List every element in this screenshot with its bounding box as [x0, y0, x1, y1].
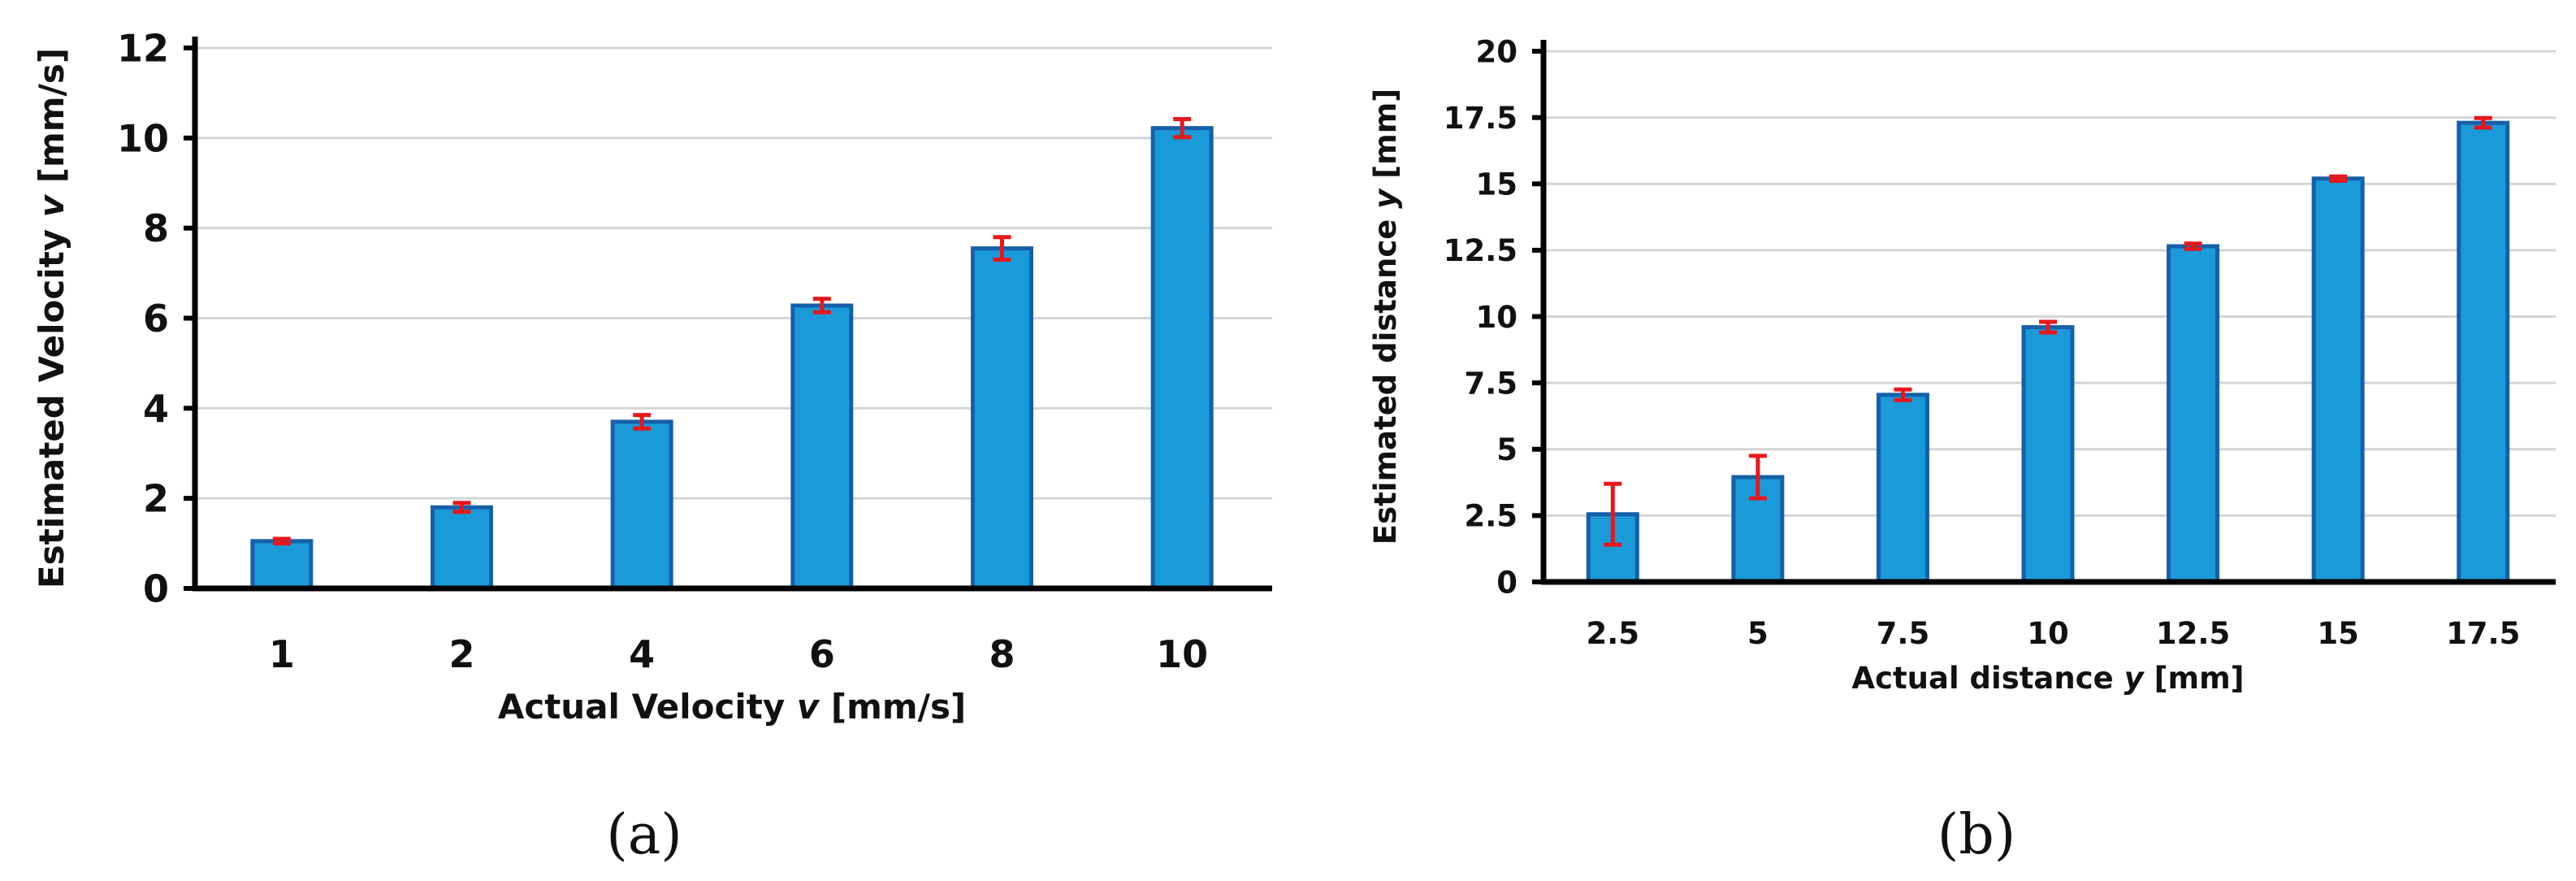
y-tick-label: 0 — [1496, 565, 1517, 600]
y-tick-label: 6 — [143, 297, 169, 341]
bar — [971, 246, 1033, 591]
error-bar — [2474, 115, 2492, 130]
y-tick-label: 10 — [1476, 300, 1518, 335]
y-tick-label: 2.5 — [1464, 499, 1517, 534]
error-bar — [2184, 241, 2202, 251]
bar — [1876, 393, 1929, 584]
error-bar — [633, 413, 652, 431]
x-axis-label: Actual distance y [mm] — [1851, 661, 2244, 696]
y-tick-label: 12.5 — [1444, 233, 1517, 268]
bar — [250, 539, 314, 591]
y-tick-label: 2 — [143, 477, 169, 521]
y-tick-label: 4 — [143, 387, 169, 431]
x-tick-label: 1 — [269, 632, 295, 676]
error-bar — [1173, 117, 1192, 140]
y-tick-label: 10 — [117, 116, 169, 160]
bar — [1150, 126, 1214, 591]
y-tick-label: 15 — [1476, 167, 1518, 202]
error-bar — [272, 536, 291, 546]
chart-panel-b: 0 2.5 5 7.5 10 12.5 15 17.5 20 2.5 5 7.5 10 12.5 15 17.… — [1368, 34, 2556, 867]
y-tick-label: 8 — [143, 206, 169, 250]
x-tick-label: 10 — [2027, 616, 2069, 651]
bar — [431, 505, 493, 591]
x-tick-label: 17.5 — [2446, 616, 2520, 651]
bar — [2167, 244, 2220, 584]
y-tick-label: 12 — [117, 27, 169, 71]
error-bar — [2329, 174, 2348, 183]
x-tick-label: 2.5 — [1587, 616, 1640, 651]
bar — [2021, 325, 2075, 584]
error-bar — [1894, 387, 1912, 402]
y-axis-label: Estimated distance y [mm] — [1368, 89, 1403, 545]
panel-caption: (b) — [1937, 803, 2016, 867]
error-bar — [452, 501, 471, 514]
error-bar — [1748, 454, 1767, 501]
y-tick-label: 7.5 — [1464, 366, 1517, 401]
y-tick-label: 20 — [1476, 34, 1518, 69]
error-bar — [2039, 319, 2057, 335]
y-tick-label: 0 — [143, 567, 169, 611]
error-bar — [812, 297, 831, 315]
bar — [790, 303, 854, 591]
x-tick-label: 12.5 — [2156, 616, 2230, 651]
x-axis-label: Actual Velocity v [mm/s] — [498, 687, 966, 727]
x-tick-label: 7.5 — [1877, 616, 1930, 651]
x-tick-label: 2 — [448, 632, 474, 676]
x-tick-label: 10 — [1156, 632, 1208, 676]
error-bar — [993, 235, 1011, 262]
x-tick-label: 8 — [989, 632, 1015, 676]
y-axis-label: Estimated Velocity v [mm/s] — [32, 48, 71, 588]
x-tick-label: 15 — [2317, 616, 2359, 651]
bar — [2311, 176, 2365, 584]
y-tick-label: 17.5 — [1444, 101, 1517, 136]
x-tick-label: 5 — [1747, 616, 1769, 651]
y-tick-label: 5 — [1496, 432, 1517, 467]
error-bar — [1604, 481, 1622, 547]
x-tick-label: 4 — [629, 632, 655, 676]
panel-caption: (a) — [606, 803, 682, 867]
x-tick-label: 6 — [809, 632, 835, 676]
bar — [2457, 120, 2510, 584]
bar — [610, 419, 673, 591]
